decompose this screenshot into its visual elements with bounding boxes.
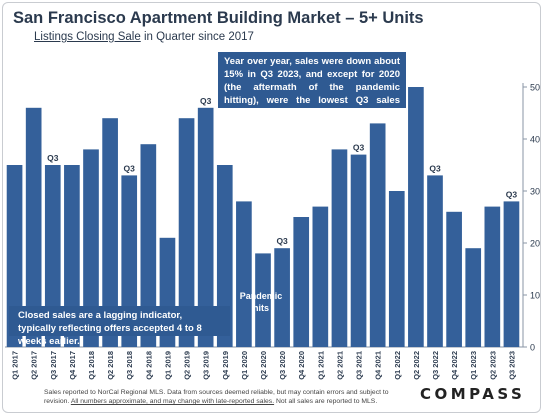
- bar: [465, 248, 482, 347]
- bar: [236, 201, 252, 347]
- x-tick-label: Q3 2018: [125, 351, 134, 380]
- y-tick-label: 20: [530, 239, 540, 249]
- bar: [25, 107, 42, 347]
- y-tick-label: 0: [530, 343, 535, 353]
- x-tick-label: Q4 2020: [297, 351, 306, 380]
- compass-logo: COMPASS: [420, 385, 526, 403]
- x-tick-label: Q1 2023: [469, 351, 478, 380]
- bar: [44, 165, 61, 347]
- q3-data-label: Q3: [47, 153, 59, 163]
- x-tick-label: Q2 2020: [259, 351, 268, 380]
- bar: [312, 206, 329, 347]
- bar: [216, 165, 233, 347]
- bar: [255, 253, 271, 347]
- x-tick-label: Q2 2018: [106, 351, 115, 380]
- x-tick-label: Q2 2019: [183, 351, 192, 380]
- bar: [274, 248, 290, 347]
- x-tick-label: Q2 2021: [335, 351, 344, 380]
- x-tick-label: Q1 2017: [11, 351, 20, 380]
- chart-subtitle: Listings Closing Sale in Quarter since 2…: [34, 31, 254, 43]
- subtitle-underlined: Listings Closing Sale: [34, 31, 141, 43]
- bar: [102, 118, 118, 347]
- x-tick-label: Q3 2017: [49, 351, 58, 380]
- x-tick-label: Q4 2017: [68, 351, 77, 380]
- bar: [446, 211, 462, 347]
- bar: [140, 144, 157, 347]
- bar: [197, 107, 214, 347]
- bar: [6, 165, 23, 347]
- bar: [388, 191, 405, 347]
- bar: [350, 154, 367, 347]
- q3-data-label: Q3: [353, 143, 365, 153]
- footnote-line1: Sales reported to NorCal Regional MLS. D…: [44, 389, 389, 396]
- x-tick-label: Q3 2021: [355, 351, 364, 380]
- footnote-line2c: Not all sales are reported to MLS.: [274, 398, 378, 405]
- q3-data-label: Q3: [124, 163, 136, 173]
- y-tick-label: 50: [530, 83, 540, 93]
- x-tick-label: Q2 2023: [488, 351, 497, 380]
- footnote-line2a: revision.: [44, 398, 71, 405]
- bar: [503, 201, 520, 347]
- q3-data-label: Q3: [506, 189, 518, 199]
- q3-data-label: Q3: [200, 96, 212, 106]
- x-tick-label: Q3 2022: [431, 351, 440, 380]
- x-tick-label: Q1 2018: [87, 351, 96, 380]
- bar: [121, 175, 138, 347]
- x-tick-label: Q3 2020: [278, 351, 287, 380]
- y-tick-label: 30: [530, 187, 540, 197]
- x-tick-label: Q1 2020: [240, 351, 249, 380]
- bar: [427, 175, 443, 347]
- callout-lagging: Closed sales are a lagging indicator, ty…: [9, 306, 230, 347]
- footnote-line2b: All numbers approximate, and may change …: [70, 398, 275, 405]
- bar: [408, 87, 424, 347]
- chart-title: San Francisco Apartment Building Market …: [13, 9, 424, 27]
- callout-yoy: Year over year, sales were down about 15…: [218, 52, 406, 119]
- q3-data-label: Q3: [276, 236, 288, 246]
- bar: [369, 123, 386, 348]
- x-tick-label: Q2 2017: [30, 351, 39, 380]
- x-tick-label: Q1 2022: [393, 351, 402, 380]
- x-tick-label: Q3 2019: [202, 351, 211, 380]
- bar: [83, 149, 99, 347]
- bar: [178, 118, 195, 347]
- footnote: Sales reported to NorCal Regional MLS. D…: [44, 388, 424, 406]
- y-tick-label: 40: [530, 135, 540, 145]
- q3-data-label: Q3: [429, 163, 441, 173]
- x-tick-label: Q1 2019: [163, 351, 172, 380]
- x-tick-label: Q3 2023: [507, 351, 516, 380]
- y-tick-label: 10: [530, 291, 540, 301]
- x-tick-label: Q2 2022: [412, 351, 421, 380]
- x-tick-label: Q1 2021: [316, 351, 325, 380]
- x-tick-label: Q4 2019: [221, 351, 230, 380]
- x-tick-label: Q4 2021: [374, 351, 383, 380]
- bar: [331, 149, 348, 347]
- callout-pandemic: Pandemic hits: [239, 291, 283, 313]
- bar: [484, 206, 501, 347]
- bar: [293, 217, 310, 347]
- bar: [64, 165, 80, 347]
- x-tick-label: Q4 2018: [144, 351, 153, 380]
- subtitle-rest: in Quarter since 2017: [140, 31, 254, 43]
- x-tick-label: Q4 2022: [450, 351, 459, 380]
